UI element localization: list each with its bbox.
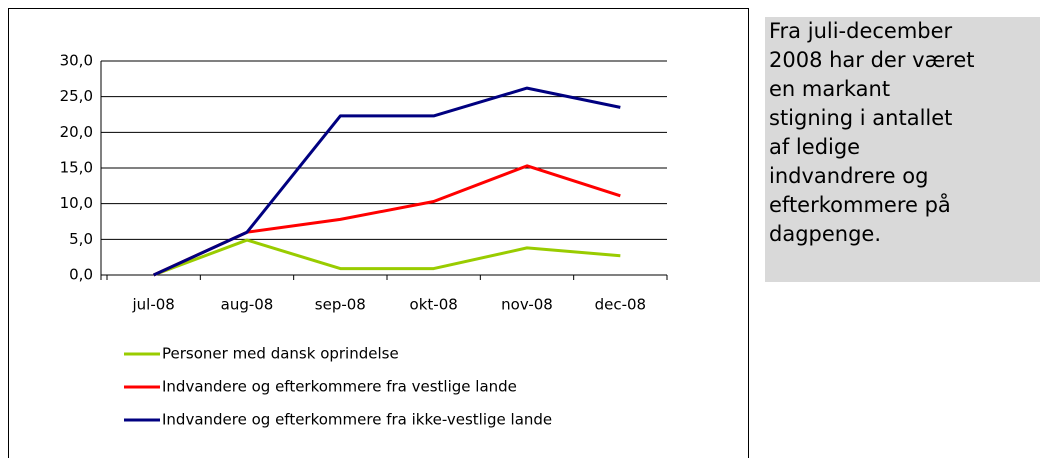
- line-series: [153, 86, 621, 277]
- chart-frame: [8, 8, 749, 458]
- y-tick-label: 25,0: [60, 87, 93, 105]
- x-tick-label: nov-08: [501, 296, 553, 314]
- x-tick-label: aug-08: [221, 296, 274, 314]
- side-text-line: Fra juli-december: [769, 19, 953, 43]
- x-tick-label: sep-08: [315, 296, 366, 314]
- y-tick-label: 5,0: [69, 230, 93, 248]
- x-tick-label: jul-08: [131, 296, 174, 314]
- side-text-line: efterkommere på: [769, 193, 951, 217]
- side-text-line: en markant: [769, 77, 891, 101]
- y-tick-label: 15,0: [60, 159, 93, 177]
- x-tick-label: dec-08: [595, 296, 647, 314]
- y-tick-label: 30,0: [60, 52, 93, 70]
- side-text-line: 2008 har der været: [769, 48, 975, 72]
- side-text-line: af ledige: [769, 135, 861, 159]
- legend-label: Indvandere og efterkommere fra ikke-vest…: [162, 411, 552, 429]
- line-series: [153, 238, 621, 277]
- legend-label: Indvandere og efterkommere fra vestlige …: [162, 378, 517, 396]
- line-series: [153, 164, 621, 277]
- y-tick-label: 10,0: [60, 194, 93, 212]
- legend-label: Personer med dansk oprindelse: [162, 345, 399, 363]
- side-text-line: indvandrere og: [769, 164, 929, 188]
- side-text-line: dagpenge.: [769, 222, 882, 246]
- y-tick-label: 0,0: [69, 266, 93, 284]
- side-text-line: stigning i antallet: [769, 106, 953, 130]
- y-tick-label: 20,0: [60, 123, 93, 141]
- x-tick-label: okt-08: [410, 296, 458, 314]
- side-text-box: Fra juli-december 2008 har der været en ma…: [765, 17, 1040, 282]
